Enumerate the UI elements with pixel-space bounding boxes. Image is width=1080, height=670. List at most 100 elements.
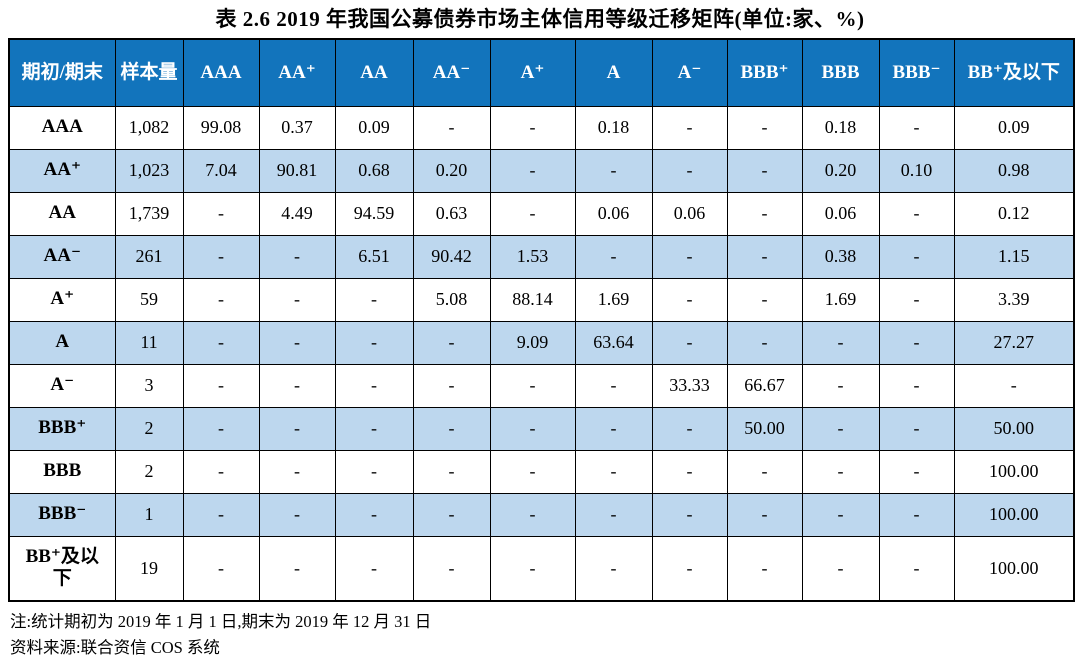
migration-value-cell: - (726, 277, 803, 322)
migration-value-cell: - (726, 148, 803, 193)
migration-value-cell: - (801, 492, 880, 537)
migration-value-cell: - (258, 320, 336, 365)
row-rating-label: BB⁺及以下 (8, 535, 116, 602)
migration-value-cell: - (412, 406, 491, 451)
migration-value-cell: - (489, 363, 576, 408)
migration-value-cell: - (489, 191, 576, 236)
sample-count-cell: 1,739 (114, 191, 184, 236)
migration-value-cell: - (258, 406, 336, 451)
migration-value-cell: 0.98 (953, 148, 1075, 193)
table-title: 表 2.6 2019 年我国公募债券市场主体信用等级迁移矩阵(单位:家、%) (215, 7, 865, 31)
migration-value-cell: - (878, 535, 955, 602)
migration-value-cell: - (258, 277, 336, 322)
migration-value-cell: - (574, 535, 653, 602)
migration-value-cell: - (334, 406, 414, 451)
table-row: AA⁺ 1,023 7.04 90.81 0.68 0.20- - - -0.20 0.10 0.9… (8, 148, 1075, 193)
migration-value-cell: - (801, 535, 880, 602)
column-header: BB⁺及以下 (953, 38, 1075, 107)
migration-value-cell: - (878, 105, 955, 150)
sample-count-cell: 1 (114, 492, 184, 537)
sample-count-cell: 59 (114, 277, 184, 322)
migration-value-cell: - (182, 492, 260, 537)
migration-value-cell: - (878, 492, 955, 537)
migration-value-cell: - (651, 492, 728, 537)
migration-value-cell: - (489, 148, 576, 193)
table-row: A 11- - - -9.09 63.64- - - -27.27 (8, 320, 1075, 365)
migration-value-cell: - (651, 148, 728, 193)
table-row: AA⁻ 261- -6.51 90.42 1.53- - -0.38-1.15 (8, 234, 1075, 279)
migration-value-cell: 7.04 (182, 148, 260, 193)
migration-value-cell: - (801, 406, 880, 451)
migration-value-cell: - (574, 449, 653, 494)
migration-value-cell: - (574, 363, 653, 408)
migration-value-cell: - (651, 320, 728, 365)
migration-value-cell: - (412, 105, 491, 150)
migration-value-cell: - (258, 492, 336, 537)
column-header: AA⁻ (412, 38, 491, 107)
row-rating-label: A⁺ (8, 277, 116, 322)
row-rating-label: BBB⁻ (8, 492, 116, 537)
row-rating-label: BBB⁺ (8, 406, 116, 451)
migration-value-cell: 100.00 (953, 535, 1075, 602)
migration-value-cell: 100.00 (953, 449, 1075, 494)
table-row: BBB⁻ 1- - - - - - - - - -100.00 (8, 492, 1075, 537)
row-rating-label: AAA (8, 105, 116, 150)
column-header: BBB⁺ (726, 38, 803, 107)
column-header: AAA (182, 38, 260, 107)
migration-value-cell: - (574, 234, 653, 279)
migration-value-cell: - (182, 535, 260, 602)
migration-value-cell: 1.15 (953, 234, 1075, 279)
sample-count-cell: 1,023 (114, 148, 184, 193)
migration-value-cell: 0.37 (258, 105, 336, 150)
migration-value-cell: 4.49 (258, 191, 336, 236)
migration-value-cell: 5.08 (412, 277, 491, 322)
migration-value-cell: 0.12 (953, 191, 1075, 236)
migration-value-cell: - (258, 363, 336, 408)
migration-value-cell: - (182, 234, 260, 279)
migration-value-cell: - (651, 535, 728, 602)
migration-value-cell: 0.06 (574, 191, 653, 236)
row-rating-label: A (8, 320, 116, 365)
migration-value-cell: - (182, 406, 260, 451)
migration-value-cell: - (489, 449, 576, 494)
migration-value-cell: 0.20 (801, 148, 880, 193)
migration-value-cell: - (334, 449, 414, 494)
column-header: A (574, 38, 653, 107)
migration-value-cell: 90.42 (412, 234, 491, 279)
column-header: 样本量 (114, 38, 184, 107)
column-header: BBB (801, 38, 880, 107)
migration-value-cell: 99.08 (182, 105, 260, 150)
table-row: AAA 1,082 99.08 0.37 0.09- -0.18- -0.18-0.09 (8, 105, 1075, 150)
migration-value-cell: - (651, 105, 728, 150)
migration-value-cell: 1.69 (574, 277, 653, 322)
table-row: A⁻ 3- - - - - -33.33 66.67- - - (8, 363, 1075, 408)
migration-value-cell: 9.09 (489, 320, 576, 365)
migration-value-cell: - (651, 406, 728, 451)
migration-value-cell: - (726, 191, 803, 236)
footnote-source: 资料来源:联合资信 COS 系统 (10, 637, 220, 657)
migration-value-cell: - (574, 148, 653, 193)
migration-value-cell: 0.09 (953, 105, 1075, 150)
migration-value-cell: 0.18 (801, 105, 880, 150)
migration-value-cell: 0.68 (334, 148, 414, 193)
migration-value-cell: - (878, 277, 955, 322)
migration-value-cell: - (801, 363, 880, 408)
footnotes: 注:统计期初为 2019 年 1 月 1 日,期末为 2019 年 12 月 3… (10, 609, 1080, 660)
migration-value-cell: - (334, 535, 414, 602)
migration-value-cell: - (489, 105, 576, 150)
migration-value-cell: - (412, 449, 491, 494)
migration-value-cell: - (182, 277, 260, 322)
migration-value-cell: - (878, 320, 955, 365)
migration-value-cell: - (878, 363, 955, 408)
row-rating-label: A⁻ (8, 363, 116, 408)
migration-value-cell: 0.38 (801, 234, 880, 279)
sample-count-cell: 261 (114, 234, 184, 279)
migration-value-cell: 88.14 (489, 277, 576, 322)
table-row: BBB 2- - - - - - - - - -100.00 (8, 449, 1075, 494)
migration-value-cell: 1.69 (801, 277, 880, 322)
migration-value-cell: 27.27 (953, 320, 1075, 365)
table-row: AA 1,739-4.49 94.59 0.63-0.06 0.06-0.06-0.12 (8, 191, 1075, 236)
migration-value-cell: - (412, 535, 491, 602)
migration-value-cell: - (801, 449, 880, 494)
migration-value-cell: - (651, 449, 728, 494)
